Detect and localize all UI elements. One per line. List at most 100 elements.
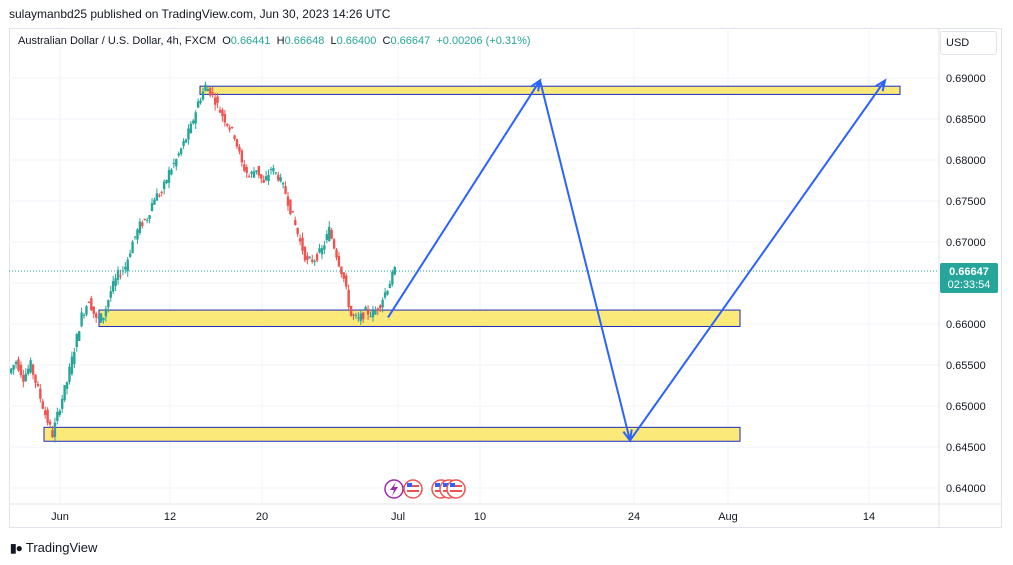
candle-body (233, 135, 236, 139)
candle-body (243, 164, 246, 171)
candle-body (294, 220, 297, 225)
candle-body (196, 101, 200, 108)
candle-body (184, 139, 188, 143)
candle-body (209, 87, 212, 96)
candle-body (158, 195, 161, 197)
candle-body (323, 245, 326, 250)
arrow-head-icon (875, 78, 887, 92)
candle-body (279, 177, 282, 182)
y-tick-label: 0.68000 (946, 155, 986, 167)
candle-body (315, 253, 319, 261)
badge-price: 0.66647 (949, 266, 989, 278)
candle-body (133, 236, 137, 238)
close-label: C (382, 35, 391, 47)
candle-body (22, 375, 25, 382)
candle-body (24, 373, 27, 382)
candle-body (119, 275, 122, 277)
candle-body (148, 215, 151, 220)
candle-body (216, 96, 219, 103)
candle-body (44, 410, 47, 416)
candle-body (102, 317, 105, 321)
footer-brand[interactable]: ▮● TradingView (10, 540, 97, 555)
candle-body (306, 255, 309, 260)
support-resistance-zones (43, 85, 901, 442)
candle-body (211, 92, 214, 94)
candle-body (80, 312, 83, 327)
candle-body (364, 306, 367, 310)
event-markers (384, 479, 466, 499)
candle-body (175, 159, 178, 167)
candle-body (194, 112, 197, 124)
candle-body (289, 199, 292, 215)
candle-body (330, 230, 333, 239)
candle-body (262, 179, 265, 183)
candle-body (85, 306, 88, 315)
flag-stripe (407, 490, 419, 492)
candle-body (226, 123, 229, 126)
flag-stripe (407, 485, 419, 487)
candle-body (114, 278, 117, 286)
candle-body (247, 176, 251, 178)
candle-body (381, 299, 384, 308)
candle-body (29, 360, 32, 373)
candle-body (153, 199, 156, 205)
candle-body (238, 146, 241, 152)
y-tick-label: 0.69000 (946, 73, 986, 85)
candle-body (12, 364, 15, 370)
candle-body (160, 191, 163, 193)
high-value: 0.66648 (284, 35, 325, 47)
candle-body (192, 120, 195, 124)
projection-segment (539, 80, 631, 441)
grid-lines (9, 28, 939, 504)
candle-body (245, 167, 248, 173)
candle-body (221, 109, 224, 117)
candle-body (19, 364, 23, 376)
candle-body (17, 359, 20, 371)
candle-body (277, 174, 280, 181)
candle-body (138, 221, 142, 233)
y-tick-label: 0.67000 (946, 237, 986, 249)
currency-button[interactable]: USD (940, 31, 997, 55)
symbol-info[interactable]: Australian Dollar / U.S. Dollar, 4h, FXC… (18, 35, 531, 47)
candle-body (31, 364, 35, 375)
candle-body (213, 97, 217, 105)
brand-label: TradingView (25, 540, 98, 555)
y-tick-label: 0.65500 (946, 360, 986, 372)
lightning-bolt-icon (390, 482, 398, 496)
candle-body (257, 165, 261, 176)
candle-body (73, 352, 76, 365)
candle-body (162, 181, 166, 189)
candle-body (99, 313, 103, 323)
candle-body (104, 308, 108, 317)
candle-body (391, 271, 394, 285)
candle-body (349, 305, 353, 316)
candle-body (179, 148, 183, 154)
candle-body (252, 171, 256, 178)
projection-path (387, 78, 887, 443)
candle-body (335, 249, 338, 258)
candle-body (342, 272, 346, 279)
candle-body (347, 289, 350, 307)
y-tick-label: 0.68500 (946, 114, 986, 126)
candle-body (199, 100, 202, 103)
candle-body (126, 259, 129, 272)
candle-body (82, 314, 86, 316)
candle-body (359, 313, 362, 321)
candle-body (260, 174, 263, 179)
candle-body (60, 398, 64, 409)
candle-body (63, 385, 66, 401)
us-flag-event-icon (403, 479, 423, 499)
candle-body (374, 310, 377, 315)
candle-body (53, 422, 57, 437)
candle-body (107, 300, 110, 308)
candle-body (320, 248, 324, 255)
candle-body (111, 281, 115, 292)
badge-countdown: 02:33:54 (948, 279, 991, 291)
candle-body (128, 253, 132, 257)
x-tick-label: 20 (256, 511, 268, 523)
candle-body (121, 270, 125, 272)
candle-body (291, 211, 295, 213)
candle-body (274, 172, 278, 174)
candle-body (87, 302, 91, 304)
